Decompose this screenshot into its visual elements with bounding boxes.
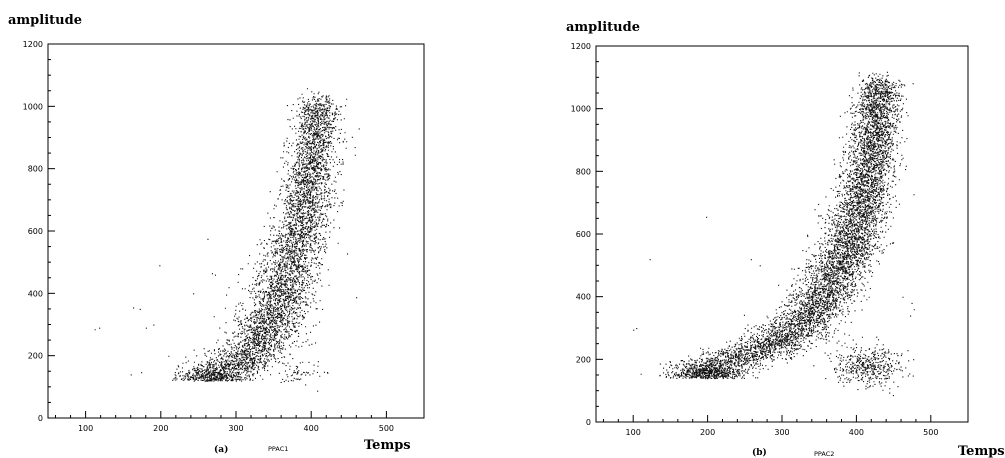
- scatter-panel-a: amplitude 100 200 300 400 500020040060080010…: [8, 13, 425, 455]
- x-axis-label-a: Temps: [364, 438, 411, 453]
- scatter-points-a: [94, 88, 360, 392]
- y-tick-label-a-400: 400: [28, 289, 43, 298]
- x-tick-label-b-500: 500: [923, 428, 938, 437]
- data-points-b: [633, 71, 915, 397]
- y-tick-label-a-800: 800: [28, 165, 43, 174]
- y-axis-label-a: amplitude: [8, 13, 82, 28]
- x-tick-label-a-500: 500: [379, 424, 394, 433]
- subtitle-a: PPAC1: [268, 445, 288, 453]
- axis-ticks-b: 100 200 300 400 500 0 200 400 600 800 1000 1200: [571, 42, 939, 437]
- plot-frame-b: [595, 45, 969, 423]
- y-tick-label-a-1200: 1200: [23, 40, 43, 49]
- y-tick-label-b-400: 400: [576, 293, 591, 302]
- data-points-a: [94, 88, 360, 392]
- panel-label-b: (b): [752, 447, 767, 458]
- x-tick-label-b-400: 400: [849, 428, 864, 437]
- y-tick-label-a-200: 200: [28, 352, 43, 361]
- x-tick-label-b-100: 100: [626, 428, 641, 437]
- plot-frame-a: [47, 43, 425, 419]
- y-tick-label-a-600: 600: [28, 227, 43, 236]
- x-tick-label-a-200: 200: [153, 424, 168, 433]
- y-tick-label-a-0: 0: [38, 414, 43, 423]
- x-tick-label-b-300: 300: [774, 428, 789, 437]
- y-tick-label-b-600: 600: [576, 230, 591, 239]
- axis-ticks-a: 100 200 300 400 500 0 200 400 600 800 1000 1200: [23, 40, 394, 433]
- scatter-panel-b: amplitude 100 200 300 400 500020040060080010…: [566, 20, 1005, 458]
- y-tick-label-b-1000: 1000: [571, 105, 591, 114]
- x-axis-label-b: Temps: [958, 444, 1005, 458]
- x-tick-label-a-300: 300: [228, 424, 243, 433]
- y-tick-label-b-1200: 1200: [571, 42, 591, 51]
- panel-label-a: (a): [214, 444, 228, 455]
- x-tick-label-b-200: 200: [700, 428, 715, 437]
- y-tick-label-b-800: 800: [576, 167, 591, 176]
- x-tick-label-a-100: 100: [78, 424, 93, 433]
- y-axis-label-b: amplitude: [566, 20, 640, 35]
- x-tick-label-a-400: 400: [304, 424, 319, 433]
- subtitle-b: PPAC2: [814, 450, 834, 458]
- y-tick-label-a-1000: 1000: [23, 102, 43, 111]
- y-tick-label-b-0: 0: [586, 418, 591, 427]
- y-tick-label-b-200: 200: [576, 355, 591, 364]
- scatter-points-b: [633, 71, 915, 397]
